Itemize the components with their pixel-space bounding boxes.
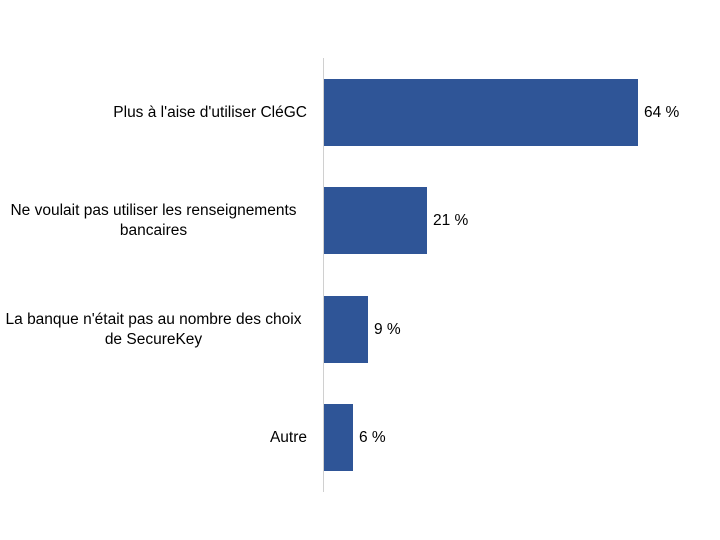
bar-row-2: La banque n'était pas au nombre des choi…: [0, 296, 720, 363]
value-label: 6 %: [359, 428, 386, 446]
bar-row-0: Plus à l'aise d'utiliser CléGC 64 %: [0, 79, 720, 146]
value-label: 21 %: [433, 211, 469, 229]
category-label: La banque n'était pas au nombre des choi…: [0, 296, 307, 363]
bar: [324, 404, 353, 471]
category-label: Autre: [270, 404, 307, 471]
category-label-line: renseignements bancaires: [119, 201, 297, 239]
value-label: 9 %: [374, 320, 401, 338]
bar: [324, 296, 368, 363]
category-label: Ne voulait pas utiliser les renseignemen…: [0, 187, 307, 254]
value-label: 64 %: [644, 103, 680, 121]
bar: [324, 79, 638, 146]
category-axis-line: [323, 58, 324, 492]
category-label: Plus à l'aise d'utiliser CléGC: [113, 79, 307, 146]
category-label-line: Plus à l'aise d'utiliser CléGC: [113, 103, 307, 121]
category-label-line: Ne voulait pas utiliser les: [10, 201, 182, 219]
category-label-line: choix de SecureKey: [104, 310, 302, 348]
category-label-line: Autre: [269, 428, 307, 446]
category-label-line: La banque n'était pas au nombre des: [5, 310, 261, 328]
bar-row-1: Ne voulait pas utiliser les renseignemen…: [0, 187, 720, 254]
bar: [324, 187, 427, 254]
bar-row-3: Autre 6 %: [0, 404, 720, 471]
